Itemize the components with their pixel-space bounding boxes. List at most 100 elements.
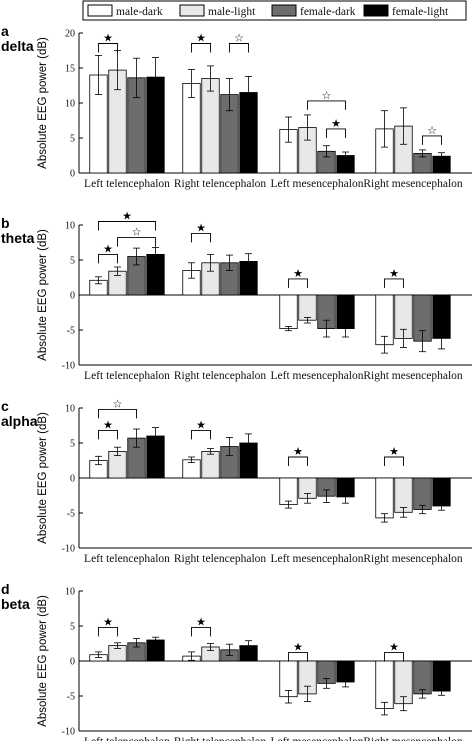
- category-label: Right telencephalon: [174, 178, 267, 190]
- significance-bracket: [288, 652, 308, 662]
- significance-star-filled: ★: [293, 641, 303, 654]
- significance-star-filled: ★: [196, 32, 206, 45]
- significance-bracket: [326, 128, 346, 138]
- significance-star-filled: ★: [389, 267, 399, 280]
- y-tick-label: -5: [67, 509, 75, 520]
- category-label: Left telencephalon: [84, 553, 170, 565]
- significance-bracket: [384, 456, 404, 466]
- y-tick-label: 5: [70, 134, 75, 145]
- y-tick-label: 10: [65, 404, 75, 415]
- significance-star-open: ☆: [427, 124, 437, 137]
- significance-bracket: [98, 43, 118, 53]
- significance-star-filled: ★: [293, 445, 303, 458]
- significance-bracket: [384, 652, 404, 662]
- y-tick-label: 15: [65, 64, 75, 75]
- panel-letter: d: [1, 581, 10, 597]
- significance-bracket: [98, 429, 118, 440]
- significance-bracket: [191, 232, 211, 243]
- y-axis-label: Absolute EEG power (dB): [37, 412, 49, 544]
- y-axis-label: Absolute EEG power (dB): [37, 229, 49, 361]
- category-label: Left mesencephalon: [271, 736, 364, 741]
- significance-star-filled: ★: [103, 418, 113, 431]
- category-label: Right mesencephalon: [363, 553, 463, 565]
- significance-star-filled: ★: [293, 267, 303, 280]
- category-label: Right mesencephalon: [363, 178, 463, 190]
- category-label: Left telencephalon: [84, 178, 170, 190]
- category-label: Right telencephalon: [174, 736, 267, 741]
- significance-bracket: [422, 135, 442, 145]
- category-label: Right telencephalon: [174, 553, 267, 565]
- y-tick-label: 0: [70, 169, 75, 180]
- y-axis-label: Absolute EEG power (dB): [37, 595, 49, 727]
- significance-star-filled: ★: [196, 615, 206, 628]
- significance-bracket: [288, 456, 308, 466]
- category-label: Right mesencephalon: [363, 370, 463, 382]
- significance-bracket: [98, 408, 137, 419]
- significance-star-filled: ★: [196, 418, 206, 431]
- panel-band-name: alpha: [1, 413, 38, 429]
- significance-bracket: [229, 43, 249, 53]
- category-label: Left mesencephalon: [271, 178, 364, 190]
- bar-male-dark: [279, 294, 298, 329]
- bar-male-dark: [279, 477, 298, 506]
- bar-male-dark: [375, 660, 394, 709]
- bar-male-dark: [375, 477, 394, 519]
- significance-star-filled: ★: [103, 242, 113, 255]
- panel-letter: c: [1, 398, 9, 414]
- y-tick-label: -5: [67, 692, 75, 703]
- y-axis-label: Absolute EEG power (dB): [37, 37, 49, 169]
- significance-bracket: [191, 429, 211, 440]
- bar-male-light: [298, 294, 317, 321]
- significance-star-filled: ★: [389, 641, 399, 654]
- significance-star-filled: ★: [103, 32, 113, 45]
- panel-band-name: delta: [1, 38, 34, 54]
- bar-female-dark: [413, 660, 432, 695]
- significance-star-open: ☆: [113, 397, 123, 410]
- y-tick-label: 5: [70, 622, 75, 633]
- legend-label-male-light: male-light: [208, 6, 256, 18]
- significance-star-filled: ★: [122, 210, 132, 223]
- y-tick-label: 0: [70, 657, 75, 668]
- significance-star-filled: ★: [389, 445, 399, 458]
- legend-label-female-dark: female-dark: [300, 6, 356, 18]
- legend-swatch-female-light: [363, 4, 389, 17]
- legend-swatch-female-dark: [271, 4, 297, 17]
- category-label: Right mesencephalon: [363, 736, 463, 741]
- legend-swatch-male-dark: [87, 4, 113, 17]
- panel-band-name: beta: [1, 596, 30, 612]
- bar-female-dark: [413, 477, 432, 510]
- significance-bracket: [191, 626, 211, 637]
- panel-band-name: theta: [1, 230, 35, 246]
- bar-male-light: [201, 450, 220, 479]
- legend-label-male-dark: male-dark: [116, 6, 163, 18]
- legend-swatch-male-light: [179, 4, 205, 17]
- significance-bracket: [191, 43, 211, 53]
- panel-letter: b: [1, 215, 10, 231]
- significance-star-open: ☆: [322, 89, 332, 102]
- y-tick-label: 10: [65, 221, 75, 232]
- significance-bracket: [98, 253, 118, 264]
- category-label: Left mesencephalon: [271, 370, 364, 382]
- y-tick-label: -10: [62, 361, 75, 372]
- significance-star-filled: ★: [196, 221, 206, 234]
- y-tick-label: -5: [67, 326, 75, 337]
- significance-bracket: [384, 278, 404, 288]
- category-label: Left telencephalon: [84, 370, 170, 382]
- significance-star-filled: ★: [331, 117, 341, 130]
- significance-star-open: ☆: [132, 226, 142, 239]
- y-tick-label: 5: [70, 256, 75, 267]
- significance-bracket: [307, 100, 346, 110]
- significance-star-filled: ★: [103, 615, 113, 628]
- y-tick-label: 20: [65, 29, 75, 40]
- y-tick-label: -10: [62, 727, 75, 738]
- legend-label-female-light: female-light: [392, 6, 449, 18]
- panel-letter: a: [1, 23, 9, 39]
- y-tick-label: 0: [70, 474, 75, 485]
- bar-male-light: [201, 78, 220, 174]
- y-tick-label: 0: [70, 291, 75, 302]
